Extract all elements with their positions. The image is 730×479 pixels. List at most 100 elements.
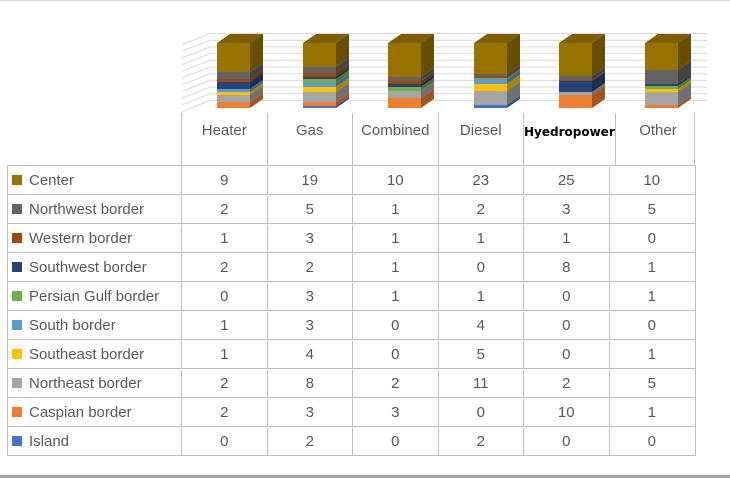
chart-gridlines [181, 33, 707, 117]
value-cell: 10 [352, 166, 438, 194]
value-cell: 2 [181, 369, 267, 397]
series-name: Southeast border [29, 345, 145, 363]
bar-segment [303, 105, 336, 108]
series-label-cell: South border [8, 317, 181, 334]
value-cell: 0 [352, 311, 438, 339]
bar-side-face [592, 33, 605, 108]
series-label-cell: Northwest border [8, 201, 181, 218]
value-cell: 3 [266, 282, 353, 310]
bar-segment [474, 43, 507, 74]
value-cell: 2 [437, 195, 524, 223]
value-cell: 2 [181, 195, 267, 223]
value-cell: 1 [608, 398, 695, 426]
value-cell: 0 [608, 311, 695, 339]
value-cell: 2 [266, 253, 353, 281]
value-cell: 0 [523, 427, 609, 455]
value-cell: 0 [523, 282, 609, 310]
series-label-cell: Western border [8, 230, 181, 247]
bar-segment [645, 43, 678, 71]
bar-segment [645, 83, 678, 87]
series-name: Island [29, 432, 70, 450]
value-cell: 2 [266, 427, 353, 455]
side-wall-gridline [181, 79, 211, 92]
side-wall-gridline [181, 53, 211, 66]
category-header-cell: Other [614, 113, 701, 165]
bar-segment [474, 105, 507, 109]
stacked-bar [217, 33, 263, 108]
table-row: Southeast border 1 4 0 5 0 1 [8, 340, 695, 369]
table-row: Northeast border 2 8 2 11 2 5 [8, 369, 695, 398]
value-cell: 4 [437, 311, 524, 339]
series-label-cell: Southwest border [8, 259, 181, 276]
bar-side-face [507, 33, 520, 109]
legend-key-swatch [12, 291, 22, 301]
value-cell: 1 [181, 311, 267, 339]
series-name: Center [29, 171, 75, 189]
stacked-bar [388, 33, 434, 108]
category-header-cell: Combined [352, 113, 438, 165]
data-table: Center 9 19 10 23 25 10 Northwest border 2 5 1 2 3 5 W… [7, 165, 696, 456]
stacked-bar [559, 33, 605, 108]
value-cell: 3 [266, 224, 353, 252]
bar-segment [388, 80, 421, 85]
series-name: South border [29, 316, 116, 334]
value-cell: 1 [352, 195, 438, 223]
bar-segment [388, 43, 421, 78]
value-cell: 2 [181, 253, 267, 281]
bar-segment [388, 97, 421, 108]
stacked-bar [645, 33, 691, 108]
series-label-cell: Southeast border [8, 346, 181, 363]
series-name: Western border [29, 229, 133, 247]
bar-side-face [678, 33, 691, 108]
value-cell: 2 [181, 398, 267, 426]
value-cell: 23 [437, 166, 524, 194]
value-cell: 0 [437, 253, 524, 281]
value-cell: 8 [266, 369, 353, 397]
value-cell: 0 [181, 427, 267, 455]
bar-segment [217, 101, 250, 108]
value-cell: 0 [352, 427, 438, 455]
value-cell: 2 [437, 427, 524, 455]
bar-segment [388, 84, 421, 88]
value-cell: 1 [437, 224, 524, 252]
value-cell: 1 [352, 224, 438, 252]
value-cell: 10 [608, 166, 695, 194]
side-wall-gridline [181, 59, 211, 72]
series-name: Northeast border [29, 374, 142, 392]
bar-side-face [421, 33, 434, 108]
plot-area [0, 0, 730, 130]
legend-key-swatch [12, 407, 22, 417]
series-label-cell: Northeast border [8, 375, 181, 392]
bar-segment [388, 87, 421, 91]
value-cell: 0 [352, 340, 438, 368]
category-header-cell: Heater [181, 113, 267, 165]
bar-segment [474, 90, 507, 106]
value-cell: 0 [523, 311, 609, 339]
table-row: Center 9 19 10 23 25 10 [8, 166, 695, 195]
value-cell: 11 [437, 369, 524, 397]
bar-top-face [559, 34, 605, 43]
side-wall-gridline [181, 86, 211, 99]
bar-side-face [336, 33, 349, 108]
value-cell: 1 [352, 282, 438, 310]
bar-segment [559, 94, 592, 108]
bottom-frame-line [0, 475, 730, 478]
series-name: Persian Gulf border [29, 287, 160, 305]
value-cell: 1 [608, 253, 695, 281]
bar-segment [303, 66, 336, 73]
side-wall-gridline [181, 46, 211, 59]
bar-side-face [250, 33, 263, 108]
bar-front-face [303, 43, 336, 108]
side-wall-gridline [181, 66, 211, 79]
value-cell: 1 [352, 253, 438, 281]
bar-top-face [217, 34, 263, 43]
value-cell: 1 [437, 282, 524, 310]
top-frame-line [0, 0, 730, 1]
series-label-cell: Persian Gulf border [8, 288, 181, 305]
bar-segment [559, 80, 592, 82]
series-name: Caspian border [29, 403, 132, 421]
side-wall-gridline [181, 39, 211, 52]
value-cell: 0 [181, 282, 267, 310]
value-cell: 1 [523, 224, 609, 252]
